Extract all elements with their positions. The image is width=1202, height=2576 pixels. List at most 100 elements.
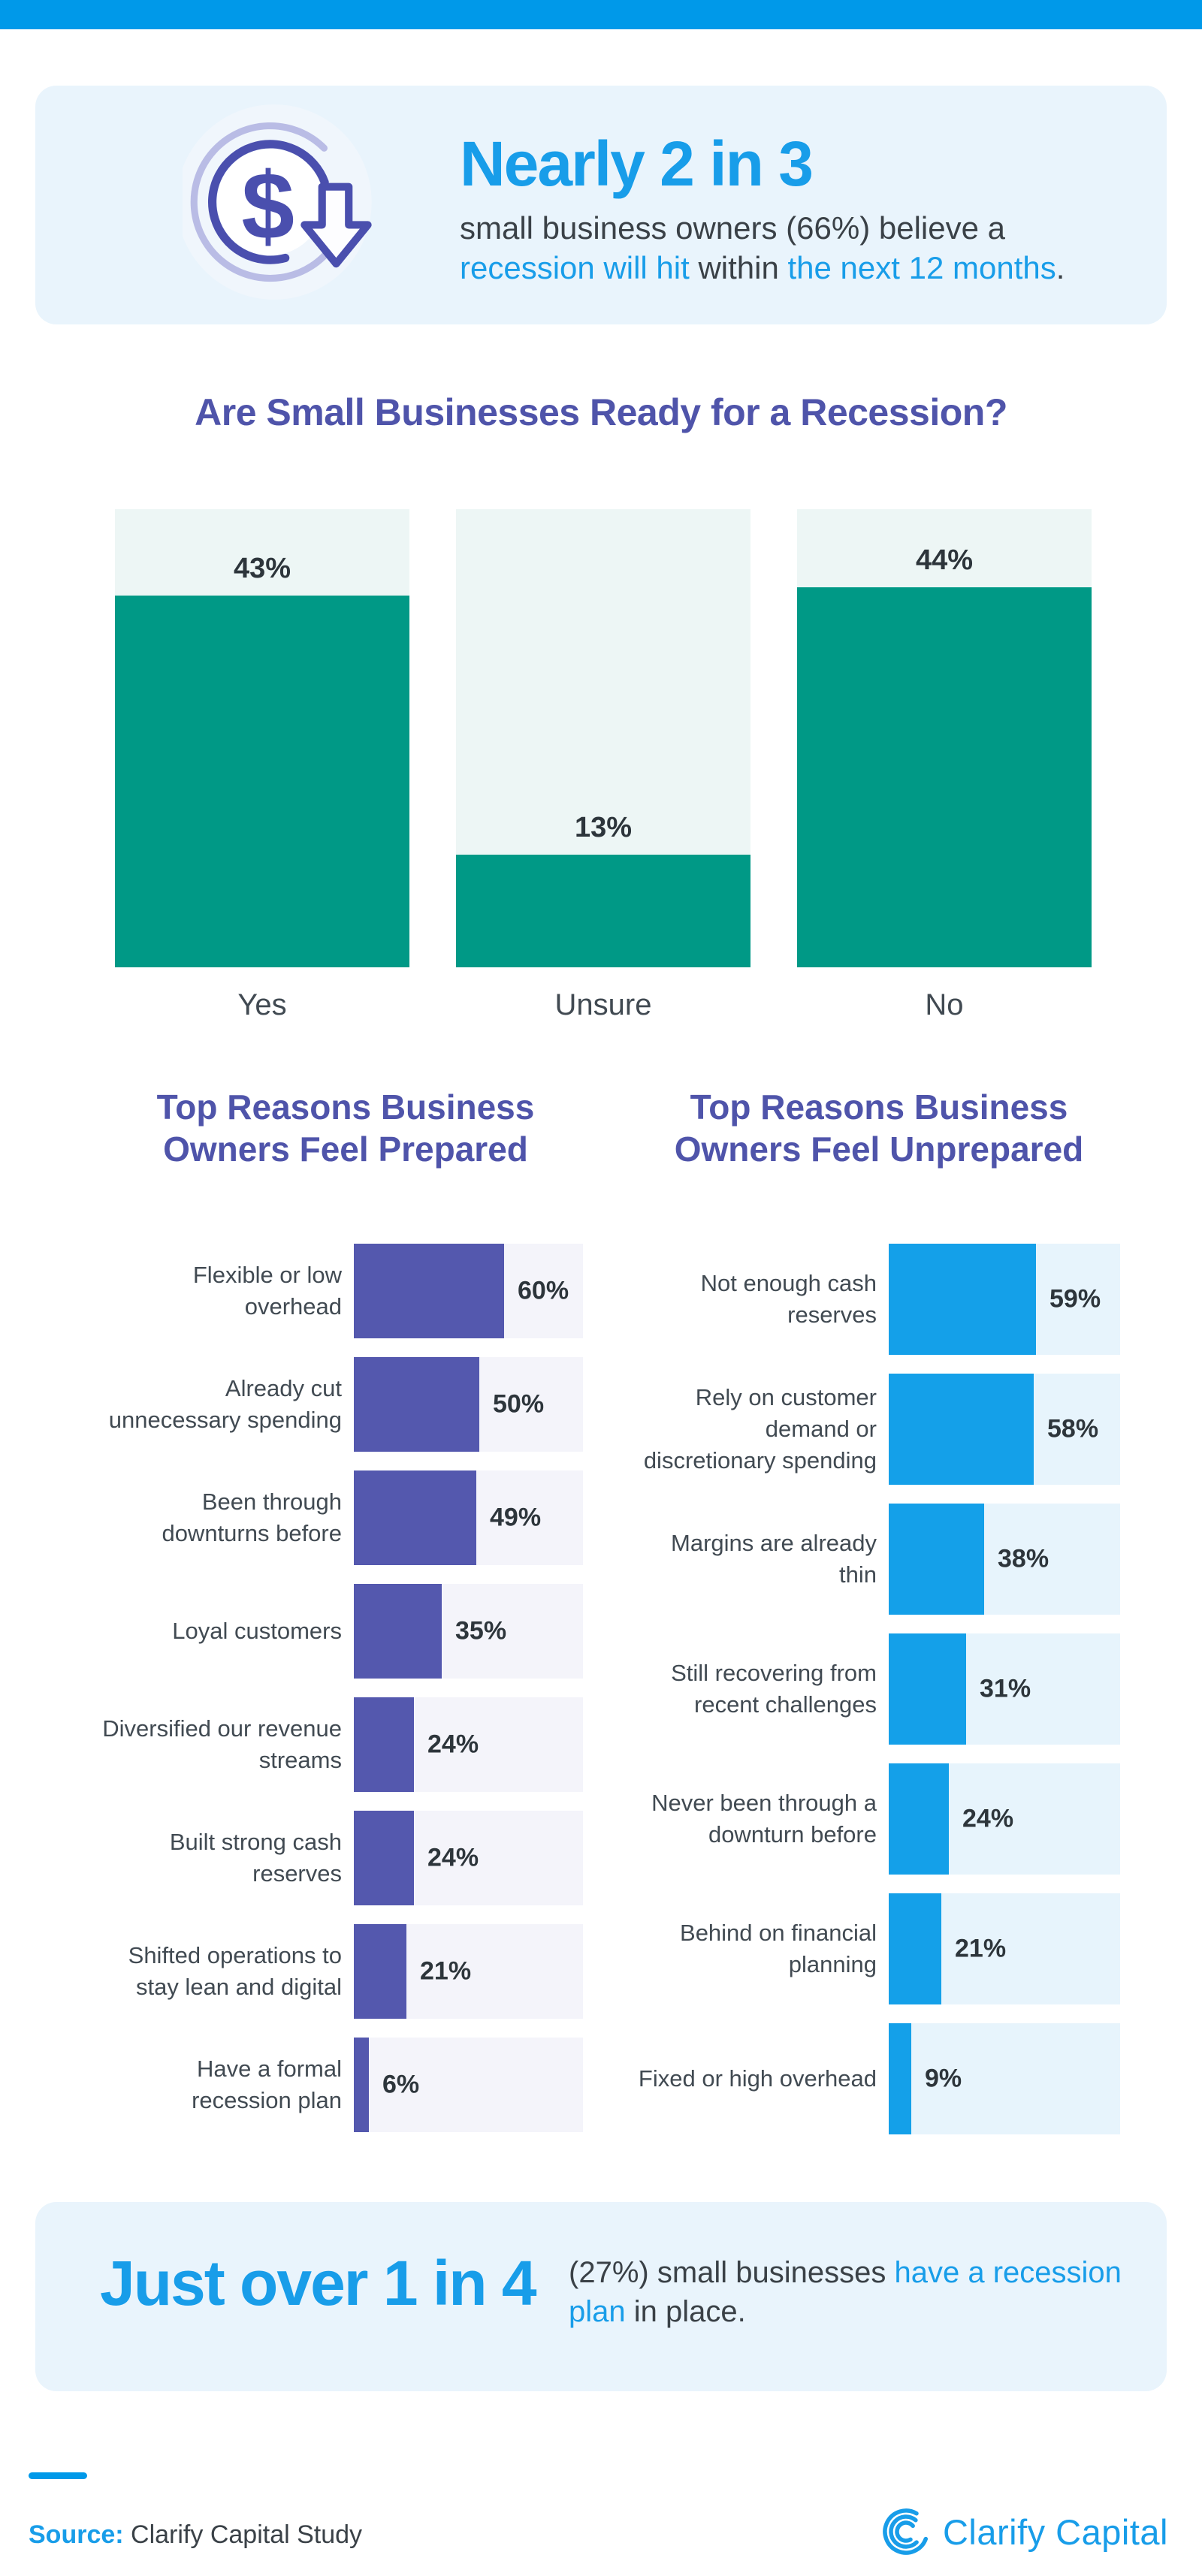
bar-track: 49%	[354, 1470, 583, 1565]
bar-fill	[889, 1504, 984, 1615]
dollar-decline-icon: $	[183, 104, 372, 300]
bar-track: 24%	[889, 1763, 1120, 1875]
bar-track: 50%	[354, 1357, 583, 1452]
bar-fill	[456, 855, 750, 967]
hero-headline: Nearly 2 in 3	[460, 128, 814, 199]
chart-row: Loyal customers 35%	[94, 1584, 583, 1679]
bar-value: 24%	[427, 1843, 479, 1872]
category-label: Yes	[237, 988, 287, 1021]
row-label: Margins are already thin	[671, 1530, 877, 1588]
row-label: Fixed or high overhead	[638, 2065, 877, 2092]
bar-track: 21%	[354, 1924, 583, 2019]
row-label: Built strong cash reserves	[169, 1829, 342, 1887]
row-label: Been through downturns before	[162, 1489, 342, 1546]
chart-row: Margins are already thin 38%	[629, 1504, 1120, 1615]
row-label: Never been through a downturn before	[651, 1790, 877, 1848]
row-label: Not enough cash reserves	[700, 1270, 877, 1328]
bar-value: 38%	[998, 1544, 1049, 1573]
row-label: Already cut unnecessary spending	[108, 1375, 342, 1433]
chart-row: Already cut unnecessary spending 50%	[94, 1357, 583, 1452]
highlight-text: have a recession plan	[569, 2256, 1122, 2328]
chart-row: Have a formal recession plan 6%	[94, 2038, 583, 2132]
bar-fill	[889, 1633, 966, 1745]
plain-text: (27%) small businesses	[569, 2256, 895, 2289]
bar-fill	[889, 1374, 1034, 1485]
bar-value: 31%	[980, 1674, 1031, 1703]
bar-track: 6%	[354, 2038, 583, 2132]
chart-row: Shifted operations to stay lean and digi…	[94, 1924, 583, 2019]
footer-divider	[29, 2472, 87, 2479]
ready-bar-chart: 43% Yes 13% Unsure 44% No	[115, 509, 1092, 1022]
bar-fill	[889, 2023, 911, 2134]
source-line: Source: Clarify Capital Study	[29, 2520, 362, 2550]
bar-value: 6%	[382, 2070, 420, 2099]
unprepared-chart-title: Top Reasons Business Owners Feel Unprepa…	[674, 1087, 1084, 1169]
bar-track: 58%	[889, 1374, 1120, 1485]
bar-value: 9%	[925, 2064, 962, 2093]
row-label: Shifted operations to stay lean and digi…	[128, 1942, 342, 2000]
chart-row: Never been through a downturn before 24%	[629, 1763, 1120, 1875]
bar-track: 24%	[354, 1811, 583, 1905]
bar-value: 13%	[574, 812, 633, 843]
bar-fill	[889, 1763, 949, 1875]
plain-text: small business owners (66%) believe a	[460, 210, 1005, 246]
bar-track: 31%	[889, 1633, 1120, 1745]
chart-row: Fixed or high overhead 9%	[629, 2023, 1120, 2134]
bar-track: 38%	[889, 1504, 1120, 1615]
clarify-capital-logo: Clarify Capital	[881, 2507, 1168, 2556]
chart-row: Flexible or low overhead 60%	[94, 1244, 583, 1338]
bar-value: 21%	[420, 1956, 472, 1986]
bar-fill	[354, 1244, 504, 1338]
bar-value: 49%	[490, 1503, 542, 1532]
plain-text: in place.	[625, 2295, 746, 2328]
bar-fill	[354, 1697, 414, 1792]
highlight-text: the next 12 months	[787, 249, 1056, 285]
bar-fill	[354, 1811, 414, 1905]
category-label: Unsure	[554, 988, 652, 1021]
highlight-text: recession will hit	[460, 249, 690, 285]
ready-chart-title: Are Small Businesses Ready for a Recessi…	[195, 391, 1007, 433]
chart-row: Been through downturns before 49%	[94, 1470, 583, 1565]
hero-text-block: Nearly 2 in 3 small business owners (66%…	[460, 131, 1136, 288]
hero-card: $ Nearly 2 in 3 small business owners (6…	[35, 86, 1167, 324]
row-label: Have a formal recession plan	[192, 2056, 342, 2113]
prepared-bar-chart: Flexible or low overhead 60% Already cut u…	[94, 1244, 583, 2132]
bar-value: 59%	[1049, 1284, 1101, 1314]
bar-track: 44%	[797, 509, 1092, 967]
row-label: Still recovering from recent challenges	[671, 1660, 877, 1718]
row-label: Rely on customer demand or discretionary…	[643, 1384, 877, 1474]
stat-card: Just over 1 in 4 (27%) small businesses …	[35, 2202, 1167, 2391]
bar-track: 43%	[115, 509, 409, 967]
bar-fill	[354, 1924, 406, 2019]
top-accent-bar	[0, 0, 1202, 29]
plain-text: within	[689, 249, 788, 285]
chart-row: Behind on financial planning 21%	[629, 1893, 1120, 2004]
bar-track: 59%	[889, 1244, 1120, 1355]
bar-value: 60%	[518, 1276, 569, 1305]
stat-headline: Just over 1 in 4	[100, 2248, 537, 2318]
source-label: Source:	[29, 2520, 124, 2549]
prepared-chart-title: Top Reasons Business Owners Feel Prepare…	[156, 1087, 535, 1169]
chart-row: Diversified our revenue streams 24%	[94, 1697, 583, 1792]
bar-fill	[889, 1244, 1036, 1355]
bar-track: 9%	[889, 2023, 1120, 2134]
chart-row: Not enough cash reserves 59%	[629, 1244, 1120, 1355]
bar-fill	[889, 1893, 941, 2004]
bar-track: 13%	[456, 509, 750, 967]
bar-value: 58%	[1047, 1414, 1099, 1443]
ready-bar-column: 43% Yes	[115, 509, 409, 1022]
svg-text:$: $	[241, 152, 294, 259]
bar-value: 44%	[915, 544, 974, 576]
bar-fill	[797, 587, 1092, 967]
bar-value: 43%	[233, 553, 291, 584]
bar-value: 24%	[962, 1804, 1014, 1833]
ready-bar-column: 13% Unsure	[456, 509, 750, 1022]
bar-track: 60%	[354, 1244, 583, 1338]
chart-row: Rely on customer demand or discretionary…	[629, 1374, 1120, 1485]
unprepared-bar-chart: Not enough cash reserves 59% Rely on custo…	[629, 1244, 1120, 2134]
bar-track: 35%	[354, 1584, 583, 1679]
row-label: Loyal customers	[172, 1618, 342, 1645]
hero-subtitle: small business owners (66%) believe a re…	[460, 209, 1121, 288]
bar-value: 24%	[427, 1730, 479, 1759]
